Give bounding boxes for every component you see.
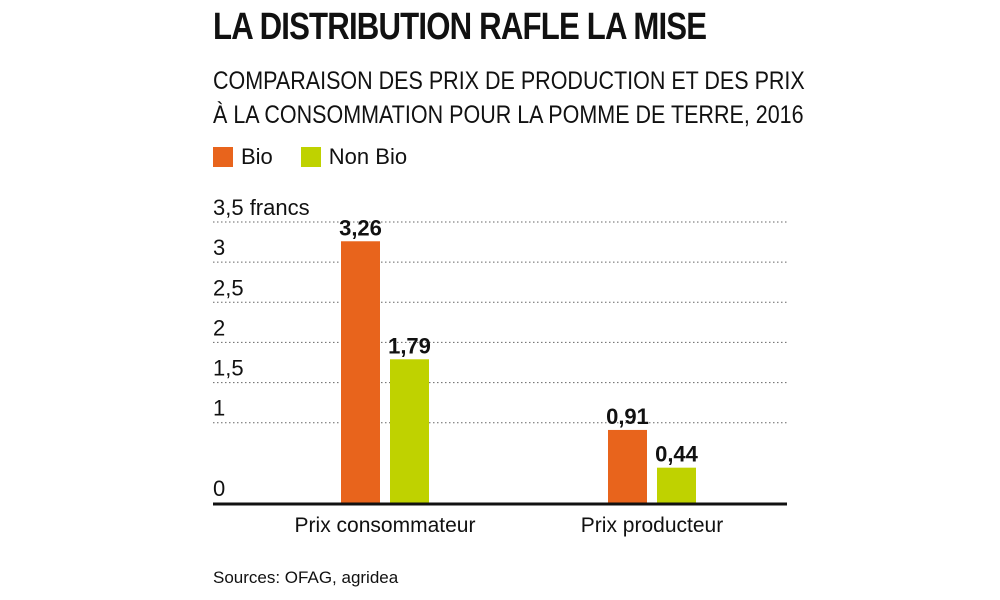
data-label: 0,44: [655, 442, 699, 467]
bar-non-bio: [390, 359, 429, 503]
data-label: 0,91: [606, 404, 649, 429]
source-note: Sources: OFAG, agridea: [213, 568, 399, 587]
y-tick-label: 2,5: [213, 275, 244, 300]
chart-subtitle: COMPARAISON DES PRIX DE PRODUCTION ET DE…: [213, 64, 805, 132]
x-category-label: Prix producteur: [581, 514, 723, 537]
bar-bio: [608, 429, 647, 503]
y-tick-label: 0: [213, 476, 225, 501]
legend-swatch-non-bio: [300, 147, 321, 167]
legend-swatch-bio: [213, 147, 233, 167]
data-label: 1,79: [388, 333, 431, 358]
y-tick-label: 2: [213, 315, 225, 340]
data-label: 3,26: [339, 215, 382, 240]
bar-bio: [341, 241, 380, 504]
subtitle-line-1: COMPARAISON DES PRIX DE PRODUCTION ET DE…: [213, 67, 805, 95]
legend-label-non-bio: Non Bio: [328, 144, 408, 169]
legend: Bio Non Bio: [213, 144, 435, 170]
y-tick-label: 1,5: [213, 356, 244, 381]
y-tick-label: 3: [213, 235, 225, 260]
chart-title: LA DISTRIBUTION RAFLE LA MISE: [213, 6, 707, 48]
subtitle-line-2: À LA CONSOMMATION POUR LA POMME DE TERRE…: [213, 101, 804, 129]
y-tick-label: 1: [213, 396, 225, 421]
x-category-label: Prix consommateur: [295, 514, 476, 537]
bar-non-bio: [657, 467, 696, 503]
legend-item-bio: Bio: [213, 144, 273, 170]
legend-item-non-bio: Non Bio: [300, 144, 408, 170]
legend-label-bio: Bio: [241, 144, 273, 169]
y-tick-label: 3,5 francs: [213, 195, 310, 220]
